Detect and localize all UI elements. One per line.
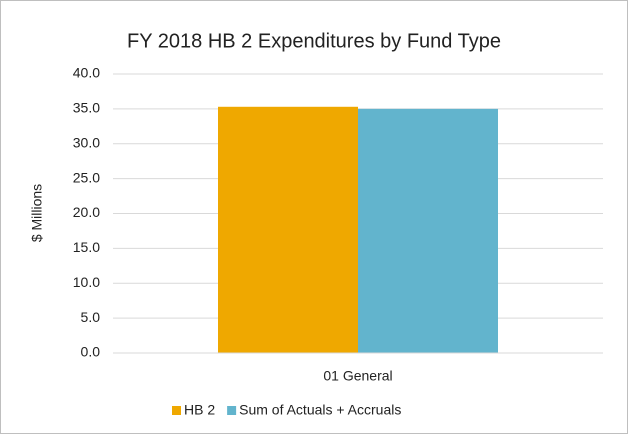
x-tick-label: 01 General xyxy=(323,368,392,384)
y-tick-label: 15.0 xyxy=(73,239,100,255)
bar xyxy=(358,108,498,353)
legend-swatch xyxy=(172,406,181,415)
legend-label: HB 2 xyxy=(184,402,215,418)
legend-label: Sum of Actuals + Accruals xyxy=(239,402,401,418)
y-axis-title: $ Millions xyxy=(29,184,45,242)
y-tick-label: 10.0 xyxy=(73,274,100,290)
chart-title: FY 2018 HB 2 Expenditures by Fund Type xyxy=(127,30,501,52)
y-tick-label: 20.0 xyxy=(73,204,100,220)
y-tick-label: 40.0 xyxy=(73,65,100,81)
legend-swatch xyxy=(227,406,237,415)
y-tick-label: 35.0 xyxy=(73,100,100,116)
y-tick-label: 0.0 xyxy=(81,344,101,360)
y-tick-label: 25.0 xyxy=(73,169,100,185)
bar xyxy=(218,106,358,353)
y-tick-label: 5.0 xyxy=(81,309,101,325)
y-tick-label: 30.0 xyxy=(73,134,100,150)
